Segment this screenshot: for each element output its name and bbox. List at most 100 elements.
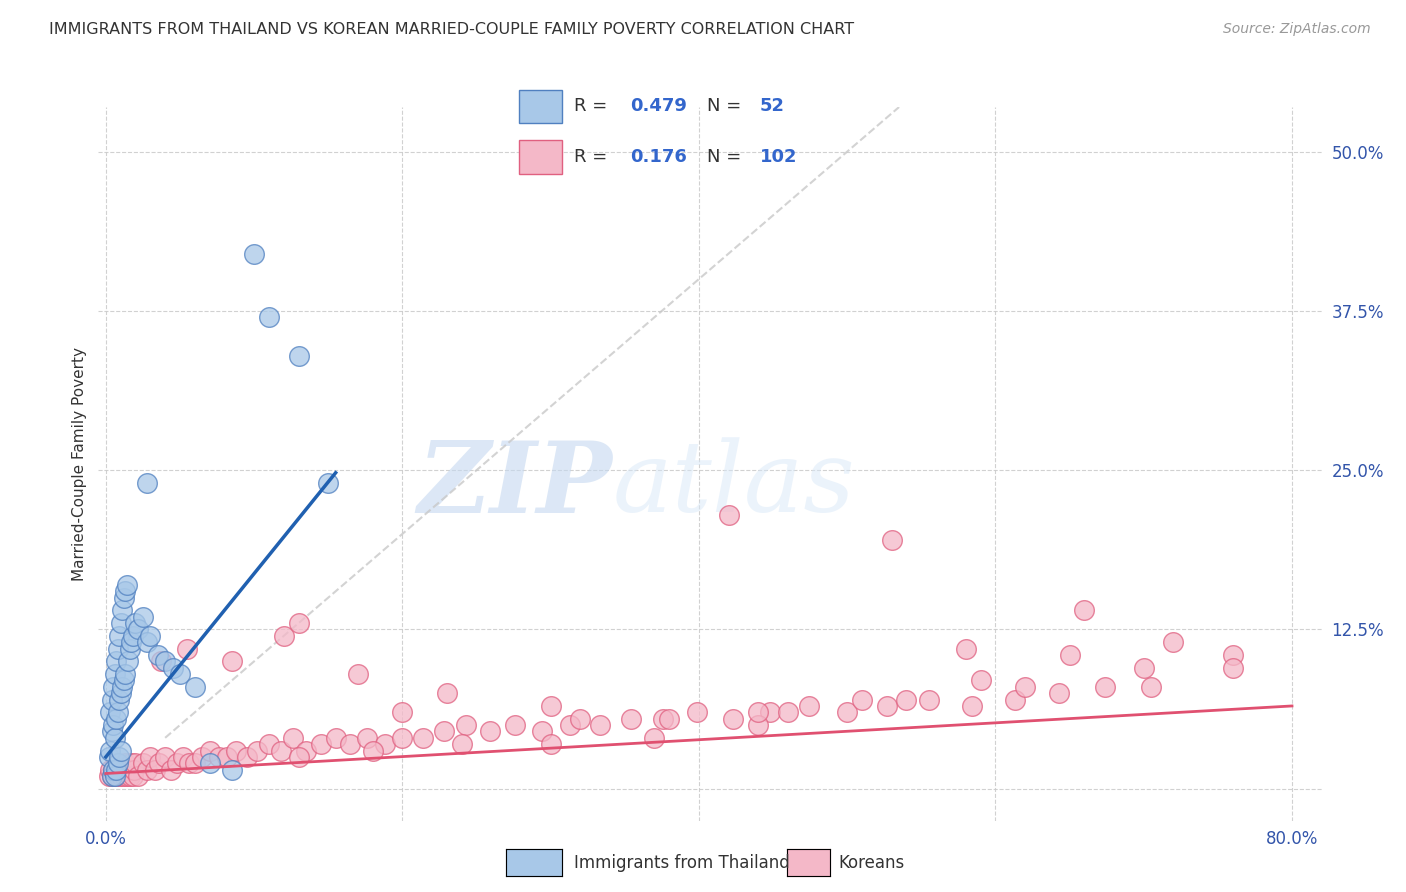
Point <box>127 623 149 637</box>
Point <box>270 743 292 757</box>
Point <box>588 718 610 732</box>
Point <box>287 349 309 363</box>
Point <box>103 718 125 732</box>
Point <box>112 769 135 783</box>
Point <box>797 698 820 713</box>
Point <box>436 686 458 700</box>
Point <box>97 769 120 783</box>
Point <box>837 706 859 720</box>
Point <box>107 641 129 656</box>
Point <box>391 706 413 720</box>
Point <box>1222 648 1244 662</box>
Point <box>166 756 188 771</box>
Point <box>643 731 665 745</box>
Point <box>540 698 562 713</box>
Point <box>391 731 413 745</box>
Point <box>1094 680 1116 694</box>
Point <box>110 686 132 700</box>
Point <box>235 750 257 764</box>
Point <box>225 743 247 757</box>
Point <box>127 769 149 783</box>
Point <box>124 756 146 771</box>
Text: 52: 52 <box>759 97 785 115</box>
Point <box>325 731 347 745</box>
Point <box>117 763 139 777</box>
Point <box>339 737 361 751</box>
Point <box>105 712 128 726</box>
Point <box>540 737 562 751</box>
Point <box>111 603 134 617</box>
Point <box>450 737 472 751</box>
Point <box>107 756 129 771</box>
Point <box>162 661 184 675</box>
Point <box>136 763 159 777</box>
Point <box>295 743 318 757</box>
Point <box>153 654 176 668</box>
Text: Immigrants from Thailand: Immigrants from Thailand <box>574 854 789 871</box>
Point <box>658 712 681 726</box>
Point <box>287 750 309 764</box>
Point <box>111 763 134 777</box>
Point <box>118 769 141 783</box>
Point <box>107 769 129 783</box>
Point <box>955 641 977 656</box>
Point <box>160 763 183 777</box>
Point <box>960 698 983 713</box>
Point <box>530 724 553 739</box>
Point <box>132 609 155 624</box>
Point <box>100 769 122 783</box>
Point <box>172 750 194 764</box>
Point <box>103 763 125 777</box>
Point <box>356 731 378 745</box>
Point <box>120 756 142 771</box>
Point <box>246 743 269 757</box>
Point <box>918 692 941 706</box>
Point <box>412 731 434 745</box>
Point <box>273 629 295 643</box>
Point <box>198 756 221 771</box>
Point <box>1222 661 1244 675</box>
FancyBboxPatch shape <box>519 140 562 174</box>
Point <box>433 724 456 739</box>
Point <box>776 706 799 720</box>
Point <box>105 763 128 777</box>
Text: N =: N = <box>707 148 747 166</box>
Point <box>969 673 991 688</box>
Text: 0.479: 0.479 <box>630 97 686 115</box>
Point <box>1059 648 1081 662</box>
Point <box>747 718 769 732</box>
Point <box>103 763 125 777</box>
Point <box>98 763 121 777</box>
Point <box>1073 603 1095 617</box>
Point <box>652 712 675 726</box>
Point <box>118 641 141 656</box>
Point <box>184 680 207 694</box>
Point <box>851 692 873 706</box>
Point <box>717 508 740 522</box>
FancyBboxPatch shape <box>519 89 562 123</box>
Point <box>132 756 155 771</box>
Point <box>110 743 132 757</box>
Point <box>139 750 162 764</box>
Text: R =: R = <box>574 97 613 115</box>
Point <box>721 712 744 726</box>
Point <box>153 750 176 764</box>
Text: atlas: atlas <box>612 438 855 533</box>
Point <box>139 629 162 643</box>
Point <box>114 584 136 599</box>
Point <box>243 246 266 260</box>
Point <box>169 667 191 681</box>
Point <box>1014 680 1036 694</box>
Point <box>111 680 134 694</box>
Point <box>569 712 592 726</box>
Point <box>108 629 131 643</box>
Point <box>221 763 243 777</box>
Point <box>361 743 384 757</box>
Point <box>1132 661 1154 675</box>
Point <box>686 706 709 720</box>
Point <box>876 698 898 713</box>
Point <box>108 692 131 706</box>
Point <box>98 706 121 720</box>
Point <box>112 673 135 688</box>
Point <box>456 718 478 732</box>
